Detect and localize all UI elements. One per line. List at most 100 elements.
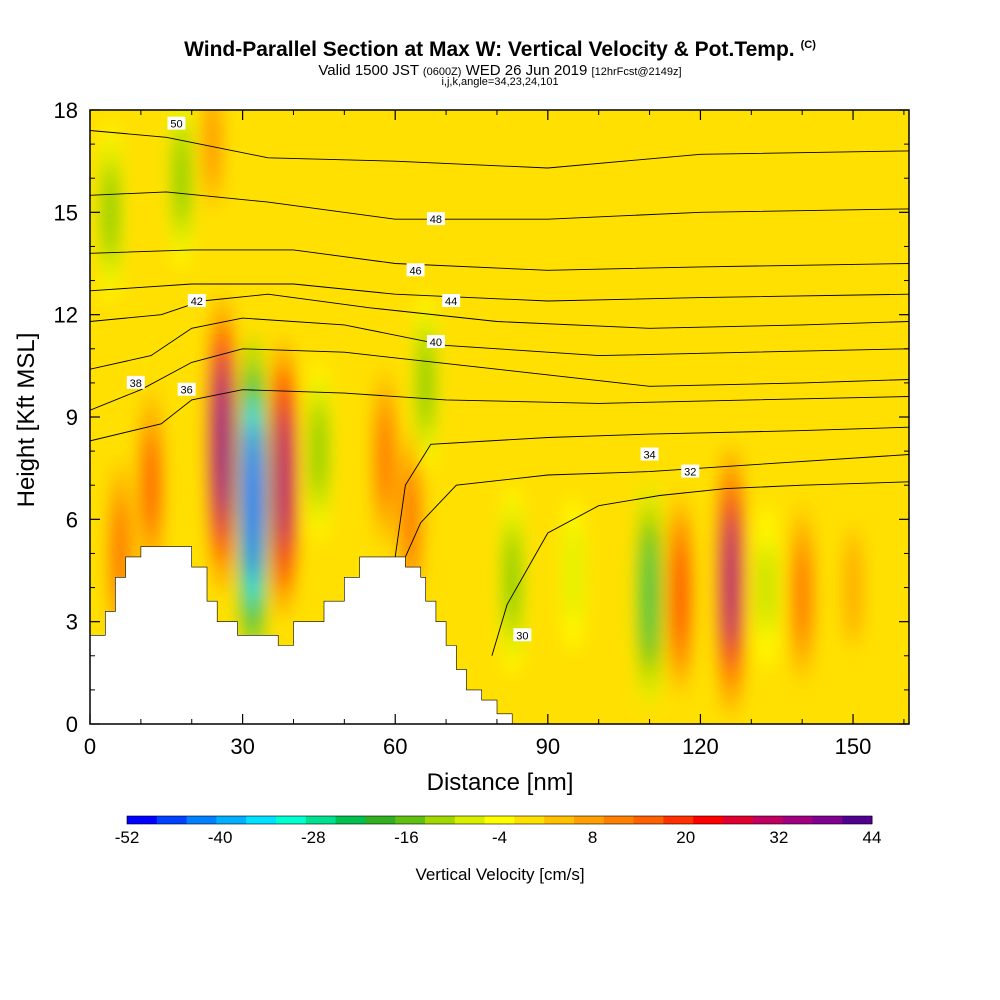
- colorbar-swatch-19: [693, 816, 724, 824]
- theta-label-bg-48: [426, 212, 445, 226]
- y-tick-label-15: 15: [54, 200, 78, 225]
- theta-contour-40: [90, 317, 909, 370]
- colorbar-swatch-8: [365, 816, 396, 824]
- theta-label-48: 48: [430, 214, 442, 226]
- colorbar-swatch-5: [276, 816, 307, 824]
- copyright-mark: (C): [800, 39, 816, 51]
- theta-label-bg-42: [187, 294, 206, 308]
- colorbar-swatch-17: [633, 816, 664, 824]
- theta-label-36: 36: [181, 385, 193, 397]
- colorbar-swatch-12: [484, 816, 515, 824]
- forecast-info: [12hrFcst@2149z]: [591, 66, 682, 78]
- velocity-feature-14-level-3: [114, 508, 127, 599]
- theta-label-50: 50: [170, 119, 182, 131]
- theta-label-bg-38: [126, 375, 145, 389]
- colorbar-label-20: 20: [676, 828, 695, 847]
- grid-params: i,j,k,angle=34,23,24,101: [441, 76, 559, 88]
- theta-label-46: 46: [409, 265, 421, 277]
- y-tick-label-9: 9: [66, 405, 78, 430]
- colorbar-swatch-9: [395, 816, 426, 824]
- velocity-feature-13-level-3: [796, 551, 808, 638]
- colorbar-label-44: 44: [863, 828, 882, 847]
- colorbar-swatch-18: [663, 816, 694, 824]
- valid-date: WED 26 Jun 2019: [465, 62, 588, 79]
- colorbar-swatch-6: [305, 816, 337, 824]
- theta-contour-34: [394, 426, 909, 557]
- velocity-feature-17-level-3: [176, 135, 188, 222]
- x-tick-label-90: 90: [536, 734, 560, 759]
- terrain: [90, 546, 513, 724]
- colorbar-swatch-16: [603, 816, 635, 824]
- theta-label-32: 32: [684, 467, 696, 479]
- colorbar-label--52: -52: [115, 828, 140, 847]
- velocity-feature-12-level-3: [761, 548, 772, 627]
- velocity-feature-3-level-3: [313, 407, 325, 495]
- theta-label-bg-46: [406, 263, 425, 277]
- x-tick-label-0: 0: [84, 734, 96, 759]
- chart-subtitle: Valid 1500 JST (0600Z) WED 26 Jun 2019 […: [0, 62, 1000, 79]
- y-tick-label-18: 18: [54, 98, 78, 123]
- x-tick-label-30: 30: [230, 734, 254, 759]
- valid-utc: (0600Z): [422, 66, 462, 78]
- colorbar-swatch-15: [574, 816, 605, 824]
- chart-title-text: Wind-Parallel Section at Max W: Vertical…: [184, 38, 795, 61]
- theta-contour-30: [491, 481, 909, 656]
- theta-label-40: 40: [430, 337, 442, 349]
- colorbar-label--28: -28: [301, 828, 326, 847]
- theta-contour-50: [90, 130, 909, 169]
- x-axis-title: Distance [nm]: [427, 769, 574, 796]
- velocity-feature-1-level-3: [245, 423, 261, 581]
- theta-label-bg-34: [640, 447, 659, 461]
- x-tick-label-150: 150: [835, 734, 872, 759]
- theta-label-bg-40: [426, 334, 445, 348]
- theta-label-bg-32: [681, 464, 700, 478]
- y-tick-label-6: 6: [66, 507, 78, 532]
- velocity-feature-7-level-3: [506, 535, 518, 626]
- velocity-feature-10-level-3: [674, 544, 686, 644]
- chart-title: Wind-Parallel Section at Max W: Vertical…: [0, 38, 1000, 62]
- velocity-feature-16-level-3: [104, 169, 116, 256]
- colorbar-swatch-14: [544, 816, 575, 824]
- y-axis-title: Height [Kft MSL]: [13, 333, 40, 508]
- theta-contour-46: [90, 249, 909, 271]
- theta-contour-38: [90, 348, 909, 411]
- y-tick-label-12: 12: [54, 303, 78, 328]
- x-tick-label-60: 60: [383, 734, 407, 759]
- velocity-feature-11-level-3: [724, 516, 738, 645]
- velocity-feature-9-level-3: [643, 540, 656, 648]
- colorbar-title: Vertical Velocity [cm/s]: [415, 865, 584, 884]
- colorbar-swatch-3: [216, 816, 247, 824]
- theta-contours: [90, 130, 909, 656]
- theta-label-bg-30: [513, 628, 532, 642]
- colorbar-swatch-22: [782, 816, 813, 824]
- colorbar-swatch-24: [842, 816, 873, 824]
- colorbar-frame: [126, 815, 873, 825]
- theta-label-bg-44: [442, 294, 461, 308]
- colorbar-label--4: -4: [492, 828, 507, 847]
- velocity-feature-4-level-3: [379, 414, 391, 502]
- velocity-feature-8-level-3: [568, 537, 579, 611]
- theta-label-30: 30: [516, 630, 528, 642]
- y-tick-label-3: 3: [66, 610, 78, 635]
- colorbar-swatch-13: [514, 816, 545, 824]
- y-tick-label-0: 0: [66, 712, 78, 737]
- velocity-feature-18-level-3: [206, 110, 218, 184]
- velocity-feature-2-level-3: [276, 412, 291, 545]
- velocity-field: [98, 110, 865, 716]
- x-tick-label-120: 120: [682, 734, 719, 759]
- valid-time: Valid 1500 JST: [318, 62, 419, 79]
- theta-contour-labels: 30 32 34 36 38 40 42 44 46 48 50: [126, 116, 700, 642]
- colorbar-swatch-23: [812, 816, 843, 824]
- colorbar-label--16: -16: [394, 828, 419, 847]
- theta-label-38: 38: [130, 378, 142, 390]
- velocity-feature-15-level-3: [145, 437, 157, 533]
- colorbar-label--40: -40: [208, 828, 233, 847]
- theta-label-bg-36: [177, 382, 196, 396]
- colorbar-swatch-10: [425, 816, 456, 824]
- colorbar-swatch-20: [723, 816, 754, 824]
- velocity-feature-19-level-3: [847, 550, 859, 625]
- colorbar-swatch-11: [454, 816, 486, 824]
- theta-label-44: 44: [445, 296, 457, 308]
